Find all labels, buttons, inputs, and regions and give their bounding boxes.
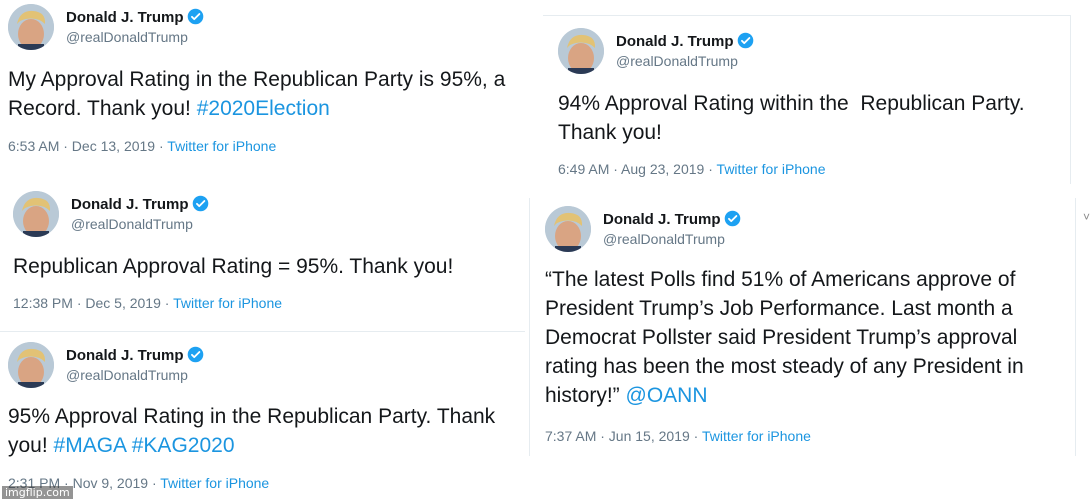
tweet-text: “The latest Polls find 51% of Americans …	[545, 265, 1070, 410]
tweet-meta: 7:37 AM · Jun 15, 2019 · Twitter for iPh…	[545, 428, 811, 444]
tweet-header: Donald J. Trump @realDonaldTrump	[13, 191, 413, 243]
timestamp[interactable]: 7:37 AM · Jun 15, 2019	[545, 428, 690, 444]
avatar[interactable]	[545, 206, 591, 252]
tweet-text-line: Republican Approval Rating = 95%. Thank …	[13, 255, 454, 278]
verified-badge-icon	[187, 346, 204, 368]
timestamp[interactable]: 6:53 AM · Dec 13, 2019	[8, 138, 156, 154]
author-line[interactable]: Donald J. Trump	[603, 210, 741, 232]
user-handle[interactable]: @realDonaldTrump	[71, 216, 193, 232]
tweet-text-line: history!”	[545, 384, 626, 407]
user-handle[interactable]: @realDonaldTrump	[66, 367, 188, 383]
source-link[interactable]: Twitter for iPhone	[701, 428, 811, 444]
author-line[interactable]: Donald J. Trump	[71, 195, 209, 217]
chevron-down-icon: ˅	[1083, 210, 1090, 224]
tweet-header: Donald J. Trump @realDonaldTrump	[545, 206, 945, 258]
tweet-text-line: My Approval Rating in the Republican Par…	[8, 68, 506, 91]
tweet-header: Donald J. Trump @realDonaldTrump	[8, 4, 408, 56]
tweet-card-5: Donald J. Trump @realDonaldTrump 95% App…	[8, 336, 523, 500]
tweet-header: Donald J. Trump @realDonaldTrump	[8, 342, 408, 394]
meta-separator: ·	[704, 161, 717, 177]
meta-separator: ·	[155, 138, 168, 154]
tweet-text-line: Thank you!	[558, 121, 662, 144]
meta-separator: ·	[148, 475, 161, 491]
timestamp[interactable]: 6:49 AM · Aug 23, 2019	[558, 161, 705, 177]
meta-separator: ·	[160, 295, 174, 311]
tweet-text: Republican Approval Rating = 95%. Thank …	[13, 252, 518, 281]
source-link[interactable]: Twitter for iPhone	[167, 138, 277, 154]
tweet-text: 94% Approval Rating within the Republica…	[558, 89, 1063, 147]
display-name[interactable]: Donald J. Trump	[603, 211, 721, 228]
avatar[interactable]	[558, 28, 604, 74]
user-handle[interactable]: @realDonaldTrump	[66, 29, 188, 45]
tweet-meta: 6:53 AM · Dec 13, 2019 · Twitter for iPh…	[8, 138, 276, 154]
tweet-text-line: Record. Thank you!	[8, 97, 197, 120]
avatar[interactable]	[13, 191, 59, 237]
display-name[interactable]: Donald J. Trump	[66, 9, 184, 26]
tweet-meta: 6:49 AM · Aug 23, 2019 · Twitter for iPh…	[558, 161, 825, 177]
tweet-text-line: President Trump’s Job Performance. Last …	[545, 297, 1013, 320]
hashtag-link[interactable]: #MAGA	[53, 434, 126, 457]
timestamp[interactable]: 12:38 PM · Dec 5, 2019	[13, 295, 161, 311]
avatar[interactable]	[8, 4, 54, 50]
user-handle[interactable]: @realDonaldTrump	[616, 53, 738, 69]
tweet-text-line: Democrat Pollster said President Trump’s…	[545, 326, 1018, 349]
tweet-card-2: Donald J. Trump @realDonaldTrump 94% App…	[543, 15, 1071, 184]
verified-badge-icon	[737, 32, 754, 54]
tweet-text-line: rating has been the most steady of any P…	[545, 355, 1024, 378]
tweet-text-line: “The latest Polls find 51% of Americans …	[545, 268, 1016, 291]
tweet-text-line: 94% Approval Rating within the Republica…	[558, 92, 1025, 115]
user-handle[interactable]: @realDonaldTrump	[603, 231, 725, 247]
display-name[interactable]: Donald J. Trump	[71, 196, 189, 213]
source-link[interactable]: Twitter for iPhone	[173, 295, 283, 311]
display-name[interactable]: Donald J. Trump	[66, 347, 184, 364]
avatar[interactable]	[8, 342, 54, 388]
tweet-text-line: you!	[8, 434, 54, 457]
author-line[interactable]: Donald J. Trump	[66, 8, 204, 30]
source-link[interactable]: Twitter for iPhone	[160, 475, 270, 491]
tweet-header: Donald J. Trump @realDonaldTrump	[558, 28, 958, 80]
display-name[interactable]: Donald J. Trump	[616, 33, 734, 50]
tweet-card-1: Donald J. Trump @realDonaldTrump My Appr…	[8, 0, 523, 165]
tweet-card-4: Donald J. Trump @realDonaldTrump “The la…	[529, 198, 1076, 456]
hashtag-link[interactable]: #KAG2020	[131, 434, 235, 457]
tweet-meta: 12:38 PM · Dec 5, 2019 · Twitter for iPh…	[13, 295, 282, 311]
watermark: imgflip.com	[2, 486, 73, 499]
tweet-text: My Approval Rating in the Republican Par…	[8, 65, 523, 123]
mention-link[interactable]: @OANN	[625, 384, 708, 407]
tweet-card-3: Donald J. Trump @realDonaldTrump Republi…	[0, 183, 525, 332]
meta-separator: ·	[689, 428, 702, 444]
verified-badge-icon	[187, 8, 204, 30]
hashtag-link[interactable]: #2020Election	[196, 97, 330, 120]
tweet-text: 95% Approval Rating in the Republican Pa…	[8, 402, 523, 460]
source-link[interactable]: Twitter for iPhone	[716, 161, 826, 177]
verified-badge-icon	[724, 210, 741, 232]
author-line[interactable]: Donald J. Trump	[66, 346, 204, 368]
verified-badge-icon	[192, 195, 209, 217]
author-line[interactable]: Donald J. Trump	[616, 32, 754, 54]
tweet-text-line: 95% Approval Rating in the Republican Pa…	[8, 405, 496, 428]
